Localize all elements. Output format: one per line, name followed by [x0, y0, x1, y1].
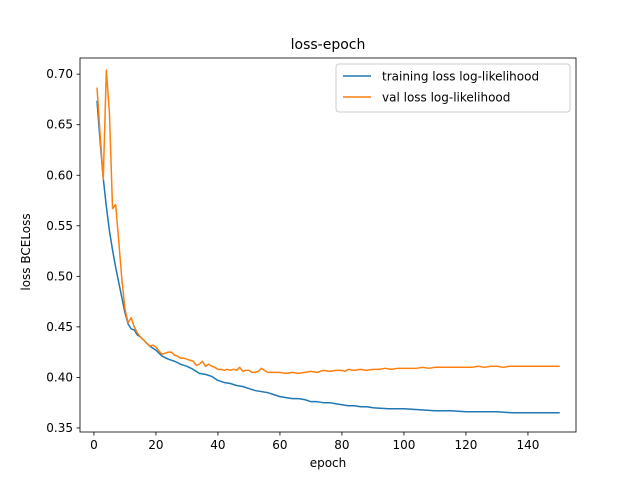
y-tick-label: 0.50	[46, 269, 73, 283]
legend-box	[335, 63, 571, 113]
x-tick-label: 100	[392, 438, 415, 452]
x-tick-label: 0	[90, 438, 98, 452]
y-axis-label: loss BCELoss	[19, 213, 33, 290]
y-tick-label: 0.40	[46, 370, 73, 384]
y-tick-label: 0.70	[46, 67, 73, 81]
axes	[79, 57, 577, 433]
x-tick-label: 140	[516, 438, 539, 452]
y-tick-label: 0.65	[46, 118, 73, 132]
x-tick-label: 120	[454, 438, 477, 452]
x-tick-label: 40	[210, 438, 225, 452]
plot-frame	[79, 57, 577, 433]
series-line-2	[96, 69, 560, 375]
ticks: 0 20 40 60 80 100 120 140 0.35 0.40 0.45 0.50 0.55 0.…	[46, 67, 539, 452]
x-tick-label: 20	[148, 438, 163, 452]
legend-label-1: training loss log-likelihood	[382, 70, 539, 84]
x-axis-label: epoch	[310, 456, 347, 470]
y-tick-label: 0.55	[46, 219, 73, 233]
y-tick-label: 0.35	[46, 421, 73, 435]
series-lines	[96, 69, 560, 414]
legend-label-2: val loss log-likelihood	[382, 91, 510, 105]
legend: training loss log-likelihood val loss log…	[335, 63, 571, 113]
x-tick-label: 80	[334, 438, 349, 452]
chart-title: loss-epoch	[291, 37, 366, 53]
y-tick-label: 0.60	[46, 168, 73, 182]
y-tick-label: 0.45	[46, 320, 73, 334]
series-line-1	[96, 100, 560, 414]
x-tick-label: 60	[272, 438, 287, 452]
